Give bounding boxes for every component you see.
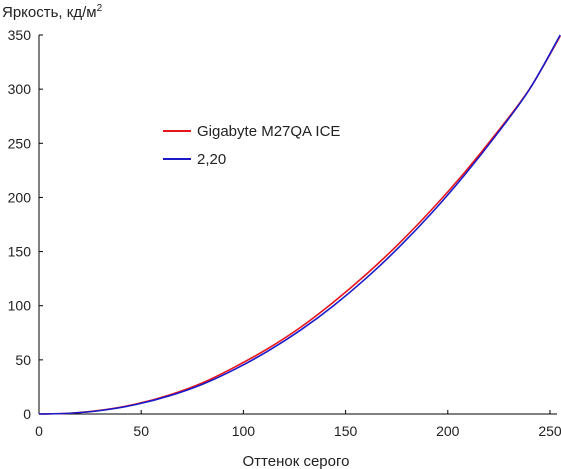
x-tick-label: 0: [35, 423, 43, 439]
x-axis-title: Оттенок серого: [243, 453, 350, 469]
y-tick-label: 250: [8, 135, 32, 151]
series-lines: [38, 34, 561, 415]
x-tick-label: 200: [436, 423, 460, 439]
legend-label-2: 2,20: [197, 151, 226, 168]
x-tick-label: 150: [334, 423, 358, 439]
y-tick-label: 300: [8, 81, 32, 97]
axes: [38, 34, 557, 415]
tick-labels: 0 50 100 150 200 250 0 50 100 150 200 250 300 350: [8, 27, 561, 439]
series-line-1: [38, 35, 561, 415]
y-axis-title-superscript: 2: [97, 3, 103, 14]
y-tick-label: 200: [8, 189, 32, 205]
x-tick-label: 50: [133, 423, 149, 439]
y-tick-label: 0: [23, 406, 31, 422]
y-axis-title-text: Яркость, кд/м: [2, 4, 97, 21]
x-tick-label: 250: [538, 423, 561, 439]
y-tick-label: 350: [8, 27, 32, 43]
x-tick-label: 100: [232, 423, 256, 439]
y-tick-label: 100: [8, 298, 32, 314]
y-tick-label: 50: [15, 352, 31, 368]
y-tick-label: 150: [8, 244, 32, 260]
legend: Gigabyte M27QA ICE 2,20: [163, 123, 340, 168]
series-line-2: [38, 34, 561, 415]
legend-label-1: Gigabyte M27QA ICE: [197, 123, 340, 140]
y-axis-title: Яркость, кд/м2: [2, 3, 103, 21]
